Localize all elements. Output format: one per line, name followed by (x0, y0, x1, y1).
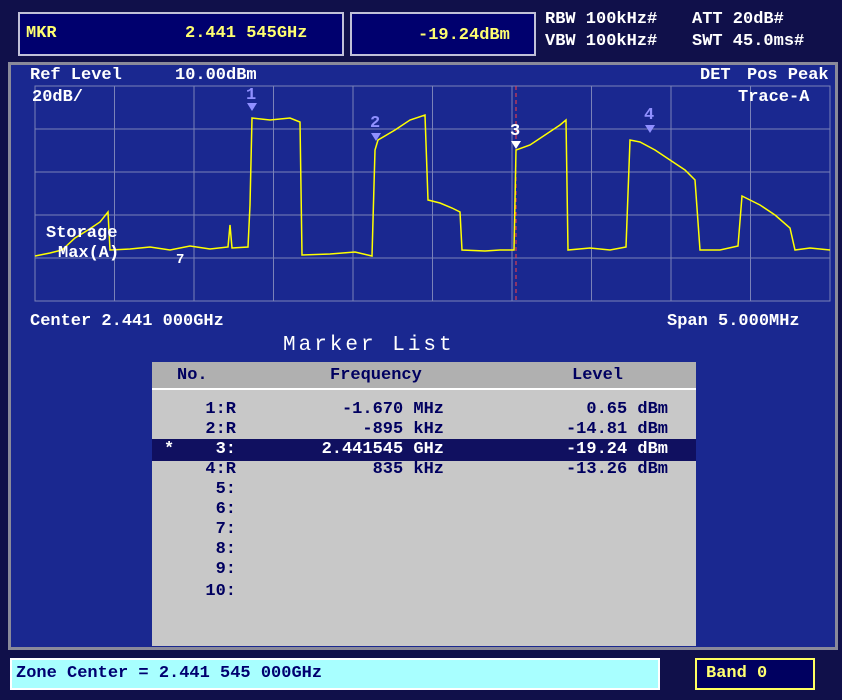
att: ATT 20dB# (692, 10, 784, 29)
marker-label: 4 (644, 106, 655, 125)
mkr-label: MKR (26, 24, 57, 43)
center-freq: Center 2.441 000GHz (30, 312, 224, 331)
scale: 20dB/ (32, 88, 84, 107)
selection-mark: * (164, 440, 175, 459)
rbw: RBW 100kHz# (545, 10, 658, 29)
swt: SWT 45.0ms# (692, 32, 805, 51)
ref-label: Ref Level (30, 66, 122, 85)
storage-mode: Max(A) (58, 244, 120, 263)
marker-list-title: Marker List (283, 334, 455, 357)
ref-value: 10.00dBm (175, 66, 257, 85)
marker-freq: -1.670 MHz (341, 400, 444, 419)
band-box (695, 658, 815, 690)
marker-freq: 2.441545 GHz (321, 440, 444, 459)
marker-no: 10: (205, 582, 236, 601)
marker-freq: 835 kHz (372, 460, 444, 479)
zone-box (10, 658, 660, 690)
marker-freq: -895 kHz (362, 420, 444, 439)
marker-no: 5: (215, 480, 236, 499)
trace-name: Trace-A (738, 88, 810, 107)
band: Band 0 (706, 664, 768, 683)
marker-level: -14.81 dBm (565, 420, 668, 439)
marker-level: -13.26 dBm (565, 460, 668, 479)
marker-no: 4:R (205, 460, 236, 479)
marker-no: 3: (215, 440, 236, 459)
selected-row (152, 439, 696, 461)
det-label: DET (700, 66, 731, 85)
marker-level: -19.24 dBm (565, 440, 668, 459)
zone-center: Zone Center = 2.441 545 000GHz (16, 664, 323, 683)
marker-label: 3 (510, 122, 521, 141)
marker-level: 0.65 dBm (586, 400, 668, 419)
marker-no: 6: (215, 500, 236, 519)
column-header: Frequency (330, 366, 422, 385)
marker-table: No. Frequency Level 1:R -1.670 MHz 0.65 dB… (152, 362, 696, 646)
marker-label: 1 (246, 86, 257, 105)
marker-no: 8: (215, 540, 236, 559)
grid (34, 85, 831, 302)
vbw: VBW 100kHz# (545, 32, 658, 51)
stray-label: 7 (176, 252, 185, 268)
column-header: No. (177, 366, 208, 385)
span: Span 5.000MHz (667, 312, 800, 331)
mkr-level: -19.24dBm (418, 26, 510, 45)
trace (34, 113, 831, 257)
active-marker (511, 141, 521, 149)
marker-no: 7: (215, 520, 236, 539)
column-header: Level (572, 366, 624, 385)
marker-no: 9: (215, 560, 236, 579)
marker-no: 1:R (205, 400, 236, 419)
storage: Storage (46, 224, 118, 243)
mkr-freq: 2.441 545GHz (185, 24, 308, 43)
marker-no: 2:R (205, 420, 236, 439)
marker-level-box (350, 12, 536, 56)
marker-freq-box (18, 12, 344, 56)
marker-triangles (247, 103, 655, 141)
marker-label: 2 (370, 114, 381, 133)
table-header (152, 362, 696, 390)
det-value: Pos Peak (747, 66, 829, 85)
